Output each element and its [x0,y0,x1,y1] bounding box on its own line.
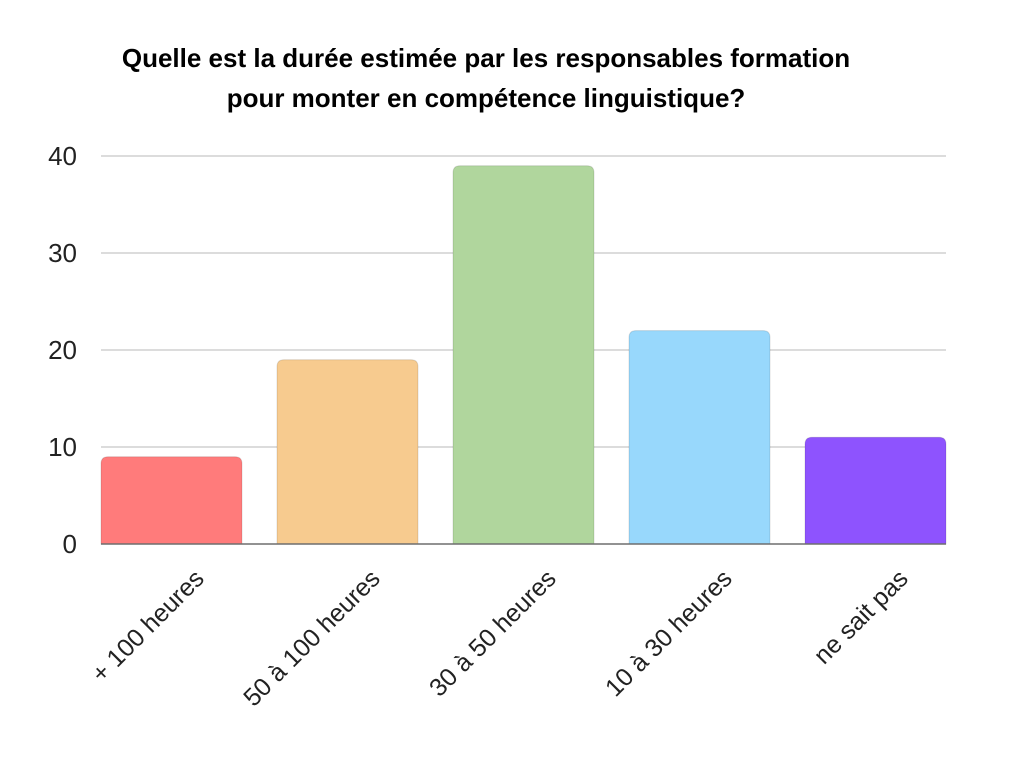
bar-1 [276,359,419,545]
x-tick-label-4: ne sait pas [808,564,913,669]
x-tick-label-3: 10 à 30 heures [600,564,738,702]
y-tick-label-0: 0 [63,529,77,559]
y-tick-label-30: 30 [48,238,77,268]
chart-title-line-2: pour monter en compétence linguistique? [226,83,746,113]
y-tick-label-40: 40 [48,141,77,171]
x-tick-label-0: + 100 heures [86,564,210,688]
y-tick-label-20: 20 [48,335,77,365]
chart-title-line-1: Quelle est la durée estimée par les resp… [121,43,851,73]
chart-title: Quelle est la durée estimée par les resp… [0,38,972,118]
x-tick-label-1: 50 à 100 heures [238,564,386,712]
bar-2 [452,165,595,545]
bar-0 [100,456,243,545]
bar-3 [628,330,771,545]
y-tick-label-10: 10 [48,432,77,462]
bar-4 [804,436,947,545]
x-tick-label-2: 30 à 50 heures [424,564,562,702]
